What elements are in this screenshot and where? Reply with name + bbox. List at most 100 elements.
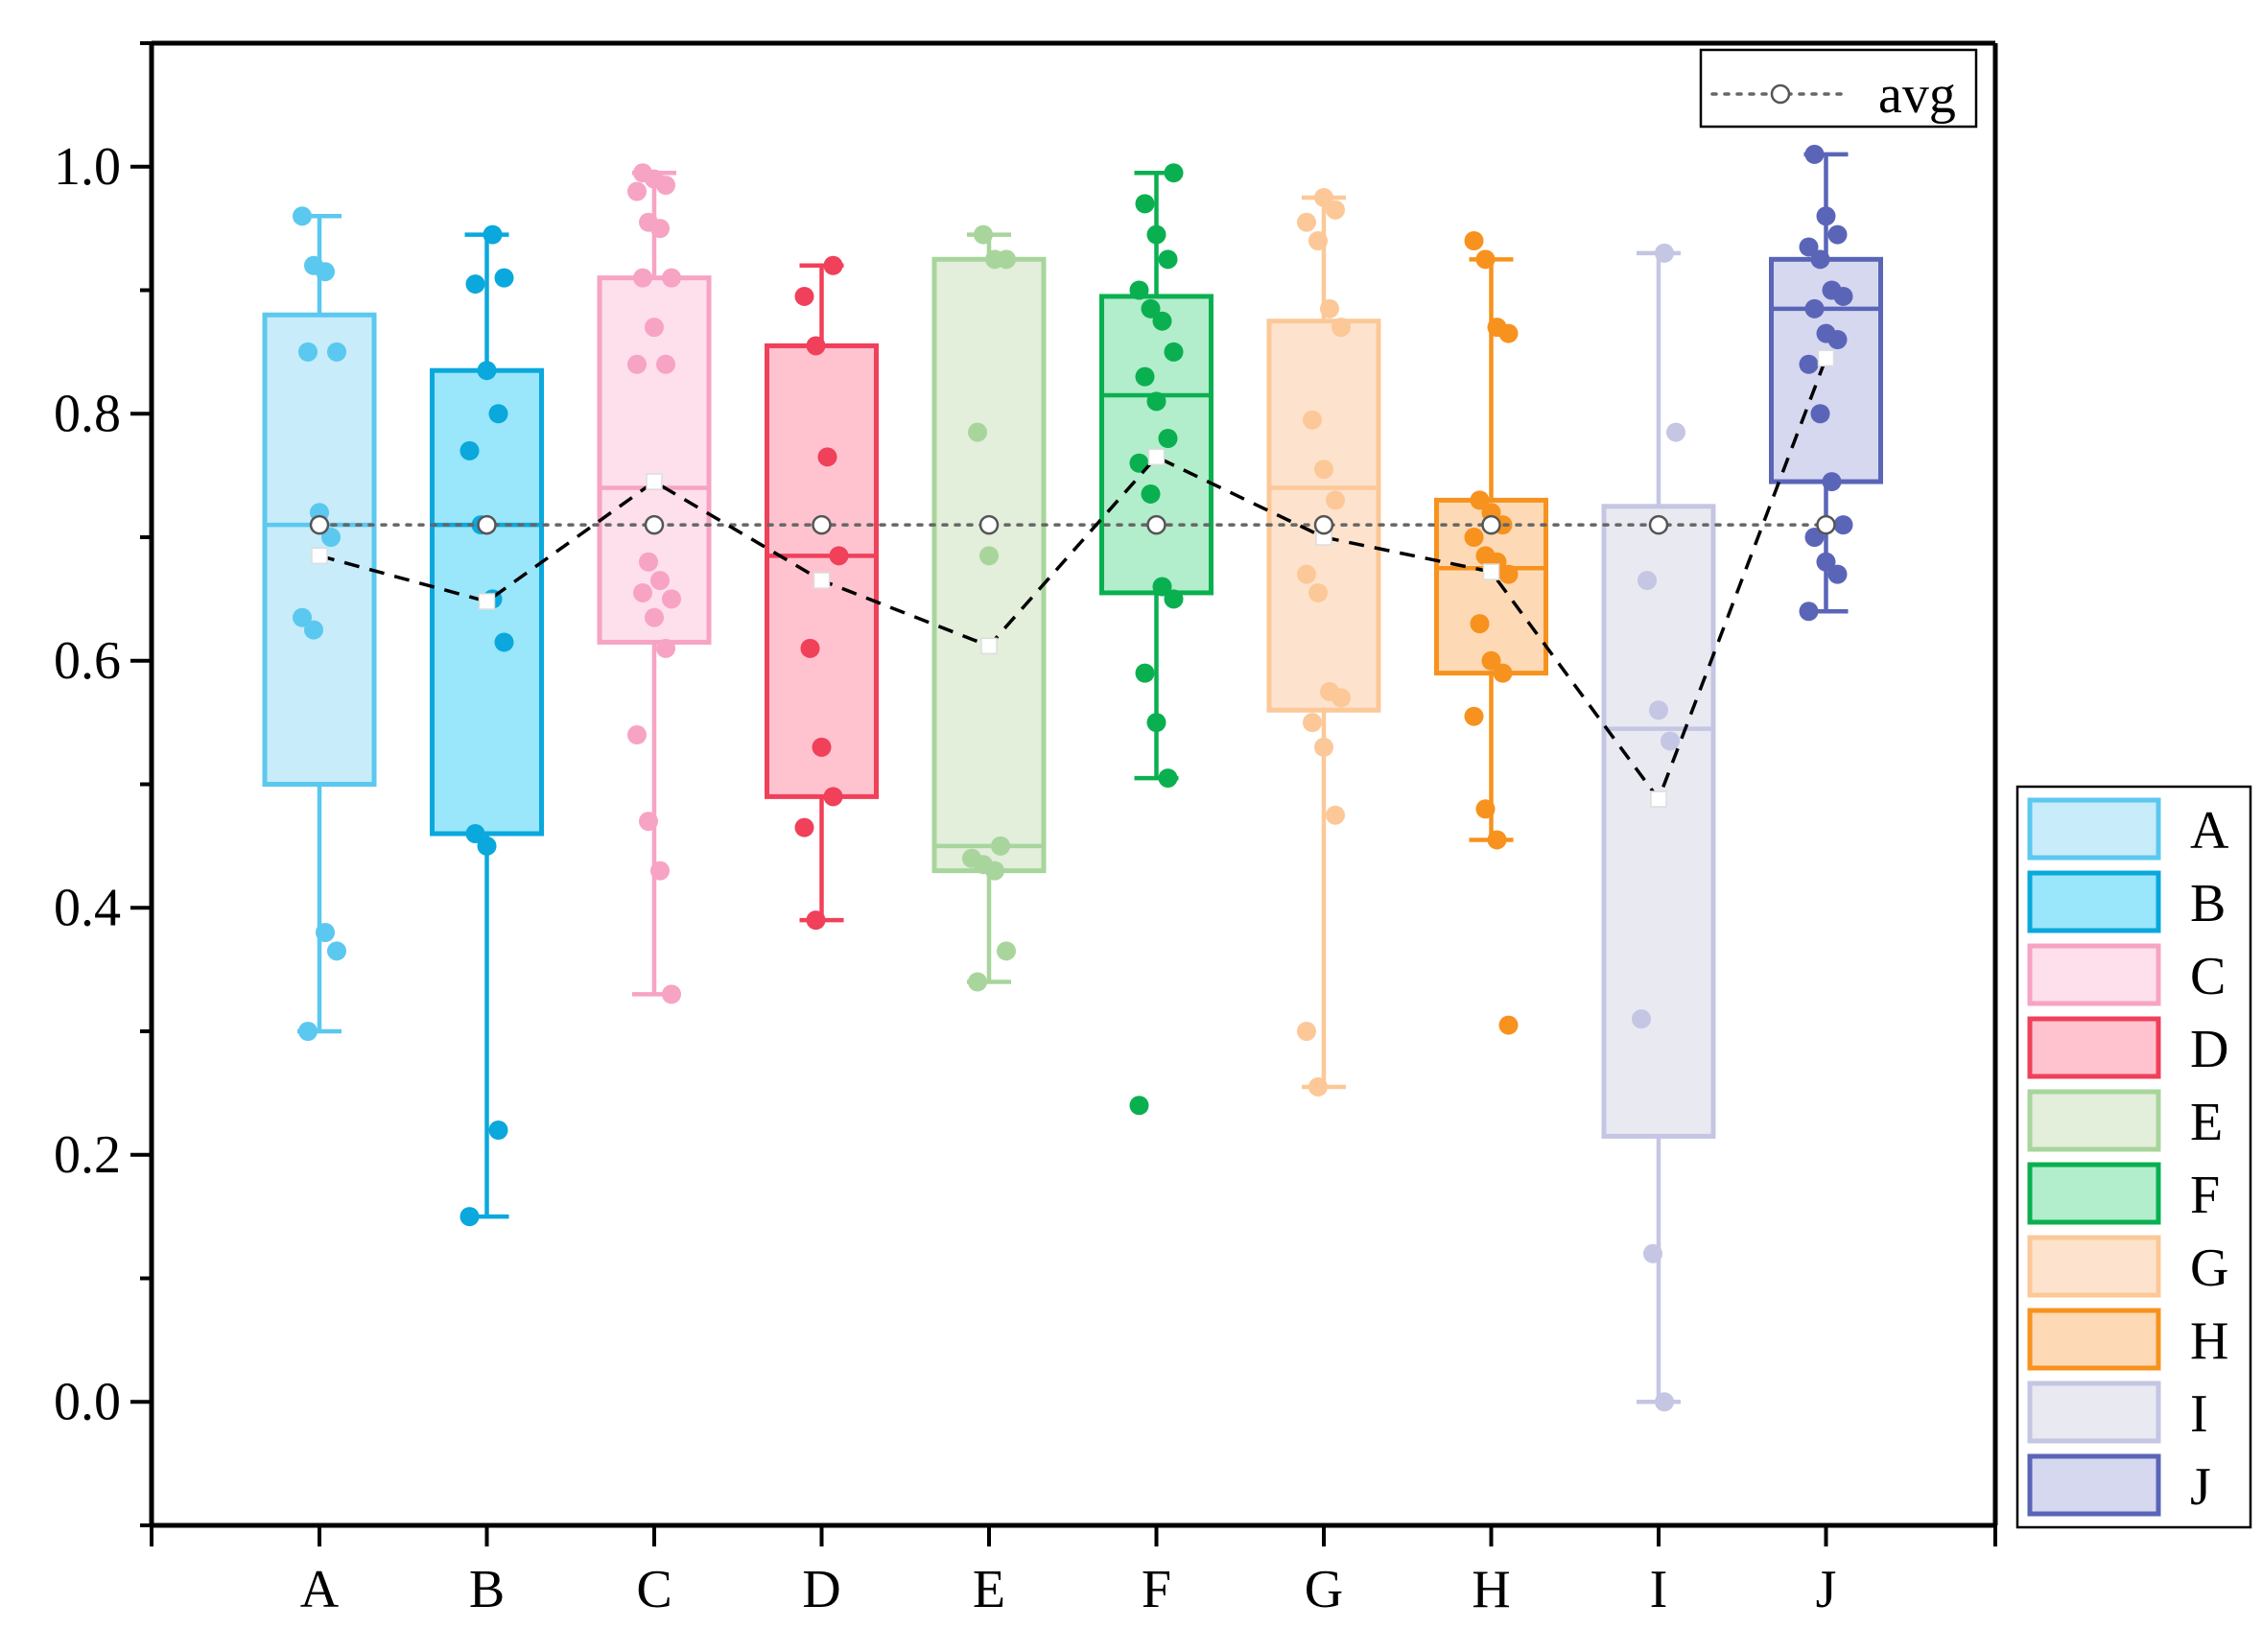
data-point-f[interactable]	[1164, 589, 1184, 609]
data-point-g[interactable]	[1308, 231, 1328, 250]
data-point-j[interactable]	[1799, 237, 1819, 257]
data-point-e[interactable]	[991, 836, 1010, 856]
data-point-f[interactable]	[1135, 663, 1155, 683]
data-point-e[interactable]	[979, 546, 999, 566]
data-point-h[interactable]	[1464, 231, 1484, 250]
data-point-g[interactable]	[1297, 1022, 1316, 1041]
data-point-j[interactable]	[1804, 528, 1825, 547]
data-point-h[interactable]	[1470, 614, 1490, 634]
data-point-j[interactable]	[1827, 564, 1848, 584]
data-point-f[interactable]	[1141, 298, 1161, 319]
data-point-a[interactable]	[298, 1022, 318, 1041]
data-point-b[interactable]	[459, 1207, 480, 1227]
avg-marker-d[interactable]	[812, 514, 832, 535]
data-point-h[interactable]	[1481, 650, 1501, 671]
data-point-j[interactable]	[1827, 330, 1848, 349]
data-point-f[interactable]	[1129, 453, 1149, 473]
box-f[interactable]	[1099, 294, 1213, 596]
data-point-g[interactable]	[1297, 564, 1316, 584]
data-point-a[interactable]	[321, 528, 341, 547]
avg-marker-f[interactable]	[1146, 514, 1166, 535]
avg-marker-c[interactable]	[644, 514, 665, 535]
data-point-a[interactable]	[293, 607, 312, 627]
data-point-a[interactable]	[316, 262, 335, 282]
data-point-c[interactable]	[650, 571, 670, 591]
data-point-f[interactable]	[1146, 391, 1166, 412]
data-point-c[interactable]	[650, 861, 670, 881]
mean-marker-c[interactable]	[646, 473, 663, 490]
data-point-c[interactable]	[639, 812, 658, 832]
data-point-i[interactable]	[1638, 571, 1657, 591]
data-point-j[interactable]	[1799, 602, 1819, 622]
mean-marker-j[interactable]	[1817, 349, 1835, 367]
data-point-c[interactable]	[627, 354, 647, 374]
avg-marker-i[interactable]	[1648, 514, 1669, 535]
data-point-b[interactable]	[465, 824, 485, 843]
data-point-e[interactable]	[985, 861, 1004, 881]
data-point-d[interactable]	[800, 638, 820, 658]
mean-marker-d[interactable]	[813, 572, 831, 589]
data-point-g[interactable]	[1320, 298, 1339, 319]
data-point-f[interactable]	[1135, 194, 1155, 214]
mean-marker-h[interactable]	[1482, 563, 1500, 580]
data-point-f[interactable]	[1146, 713, 1166, 733]
data-point-d[interactable]	[794, 286, 814, 306]
data-point-j[interactable]	[1833, 286, 1853, 306]
data-point-h[interactable]	[1498, 564, 1519, 584]
data-point-g[interactable]	[1303, 713, 1322, 733]
data-point-b[interactable]	[477, 836, 497, 856]
data-point-h[interactable]	[1498, 323, 1519, 343]
data-point-i[interactable]	[1643, 1243, 1662, 1263]
data-point-g[interactable]	[1303, 410, 1322, 430]
mean-marker-a[interactable]	[311, 547, 328, 565]
data-point-c[interactable]	[627, 725, 647, 744]
avg-marker-g[interactable]	[1313, 514, 1334, 535]
data-point-c[interactable]	[650, 219, 670, 239]
data-point-f[interactable]	[1164, 342, 1184, 362]
data-point-c[interactable]	[662, 589, 681, 609]
data-point-g[interactable]	[1314, 737, 1333, 757]
avg-marker-a[interactable]	[309, 514, 330, 535]
data-point-i[interactable]	[1655, 1392, 1674, 1412]
data-point-e[interactable]	[997, 941, 1016, 961]
data-point-e[interactable]	[968, 422, 987, 442]
data-point-h[interactable]	[1475, 799, 1496, 819]
avg-marker-b[interactable]	[477, 514, 497, 535]
data-point-j[interactable]	[1799, 354, 1819, 374]
mean-marker-f[interactable]	[1147, 448, 1166, 466]
data-point-g[interactable]	[1326, 200, 1345, 220]
data-point-h[interactable]	[1487, 830, 1507, 850]
data-point-e[interactable]	[968, 972, 987, 992]
box-d[interactable]	[765, 342, 879, 799]
data-point-j[interactable]	[1833, 515, 1853, 535]
data-point-b[interactable]	[494, 268, 514, 288]
avg-marker-j[interactable]	[1816, 514, 1836, 535]
data-point-j[interactable]	[1827, 224, 1848, 245]
data-point-g[interactable]	[1331, 688, 1351, 708]
data-point-i[interactable]	[1666, 422, 1685, 442]
data-point-j[interactable]	[1810, 249, 1830, 270]
data-point-e[interactable]	[974, 224, 993, 245]
data-point-i[interactable]	[1655, 243, 1674, 263]
box-i[interactable]	[1601, 504, 1716, 1139]
data-point-h[interactable]	[1470, 490, 1490, 510]
data-point-c[interactable]	[645, 318, 664, 338]
data-point-f[interactable]	[1152, 311, 1172, 331]
data-point-g[interactable]	[1297, 212, 1316, 232]
data-point-j[interactable]	[1822, 472, 1842, 492]
data-point-d[interactable]	[806, 910, 826, 931]
data-point-h[interactable]	[1493, 663, 1513, 683]
data-point-f[interactable]	[1141, 484, 1161, 504]
mean-marker-e[interactable]	[980, 637, 998, 655]
data-point-f[interactable]	[1135, 366, 1155, 387]
data-point-h[interactable]	[1475, 249, 1496, 270]
data-point-j[interactable]	[1804, 144, 1825, 164]
data-point-f[interactable]	[1158, 249, 1178, 270]
data-point-a[interactable]	[293, 206, 312, 226]
data-point-c[interactable]	[662, 268, 681, 288]
data-point-f[interactable]	[1164, 163, 1184, 183]
data-point-g[interactable]	[1314, 460, 1333, 480]
data-point-c[interactable]	[656, 354, 675, 374]
data-point-h[interactable]	[1464, 706, 1484, 726]
data-point-a[interactable]	[316, 923, 335, 942]
